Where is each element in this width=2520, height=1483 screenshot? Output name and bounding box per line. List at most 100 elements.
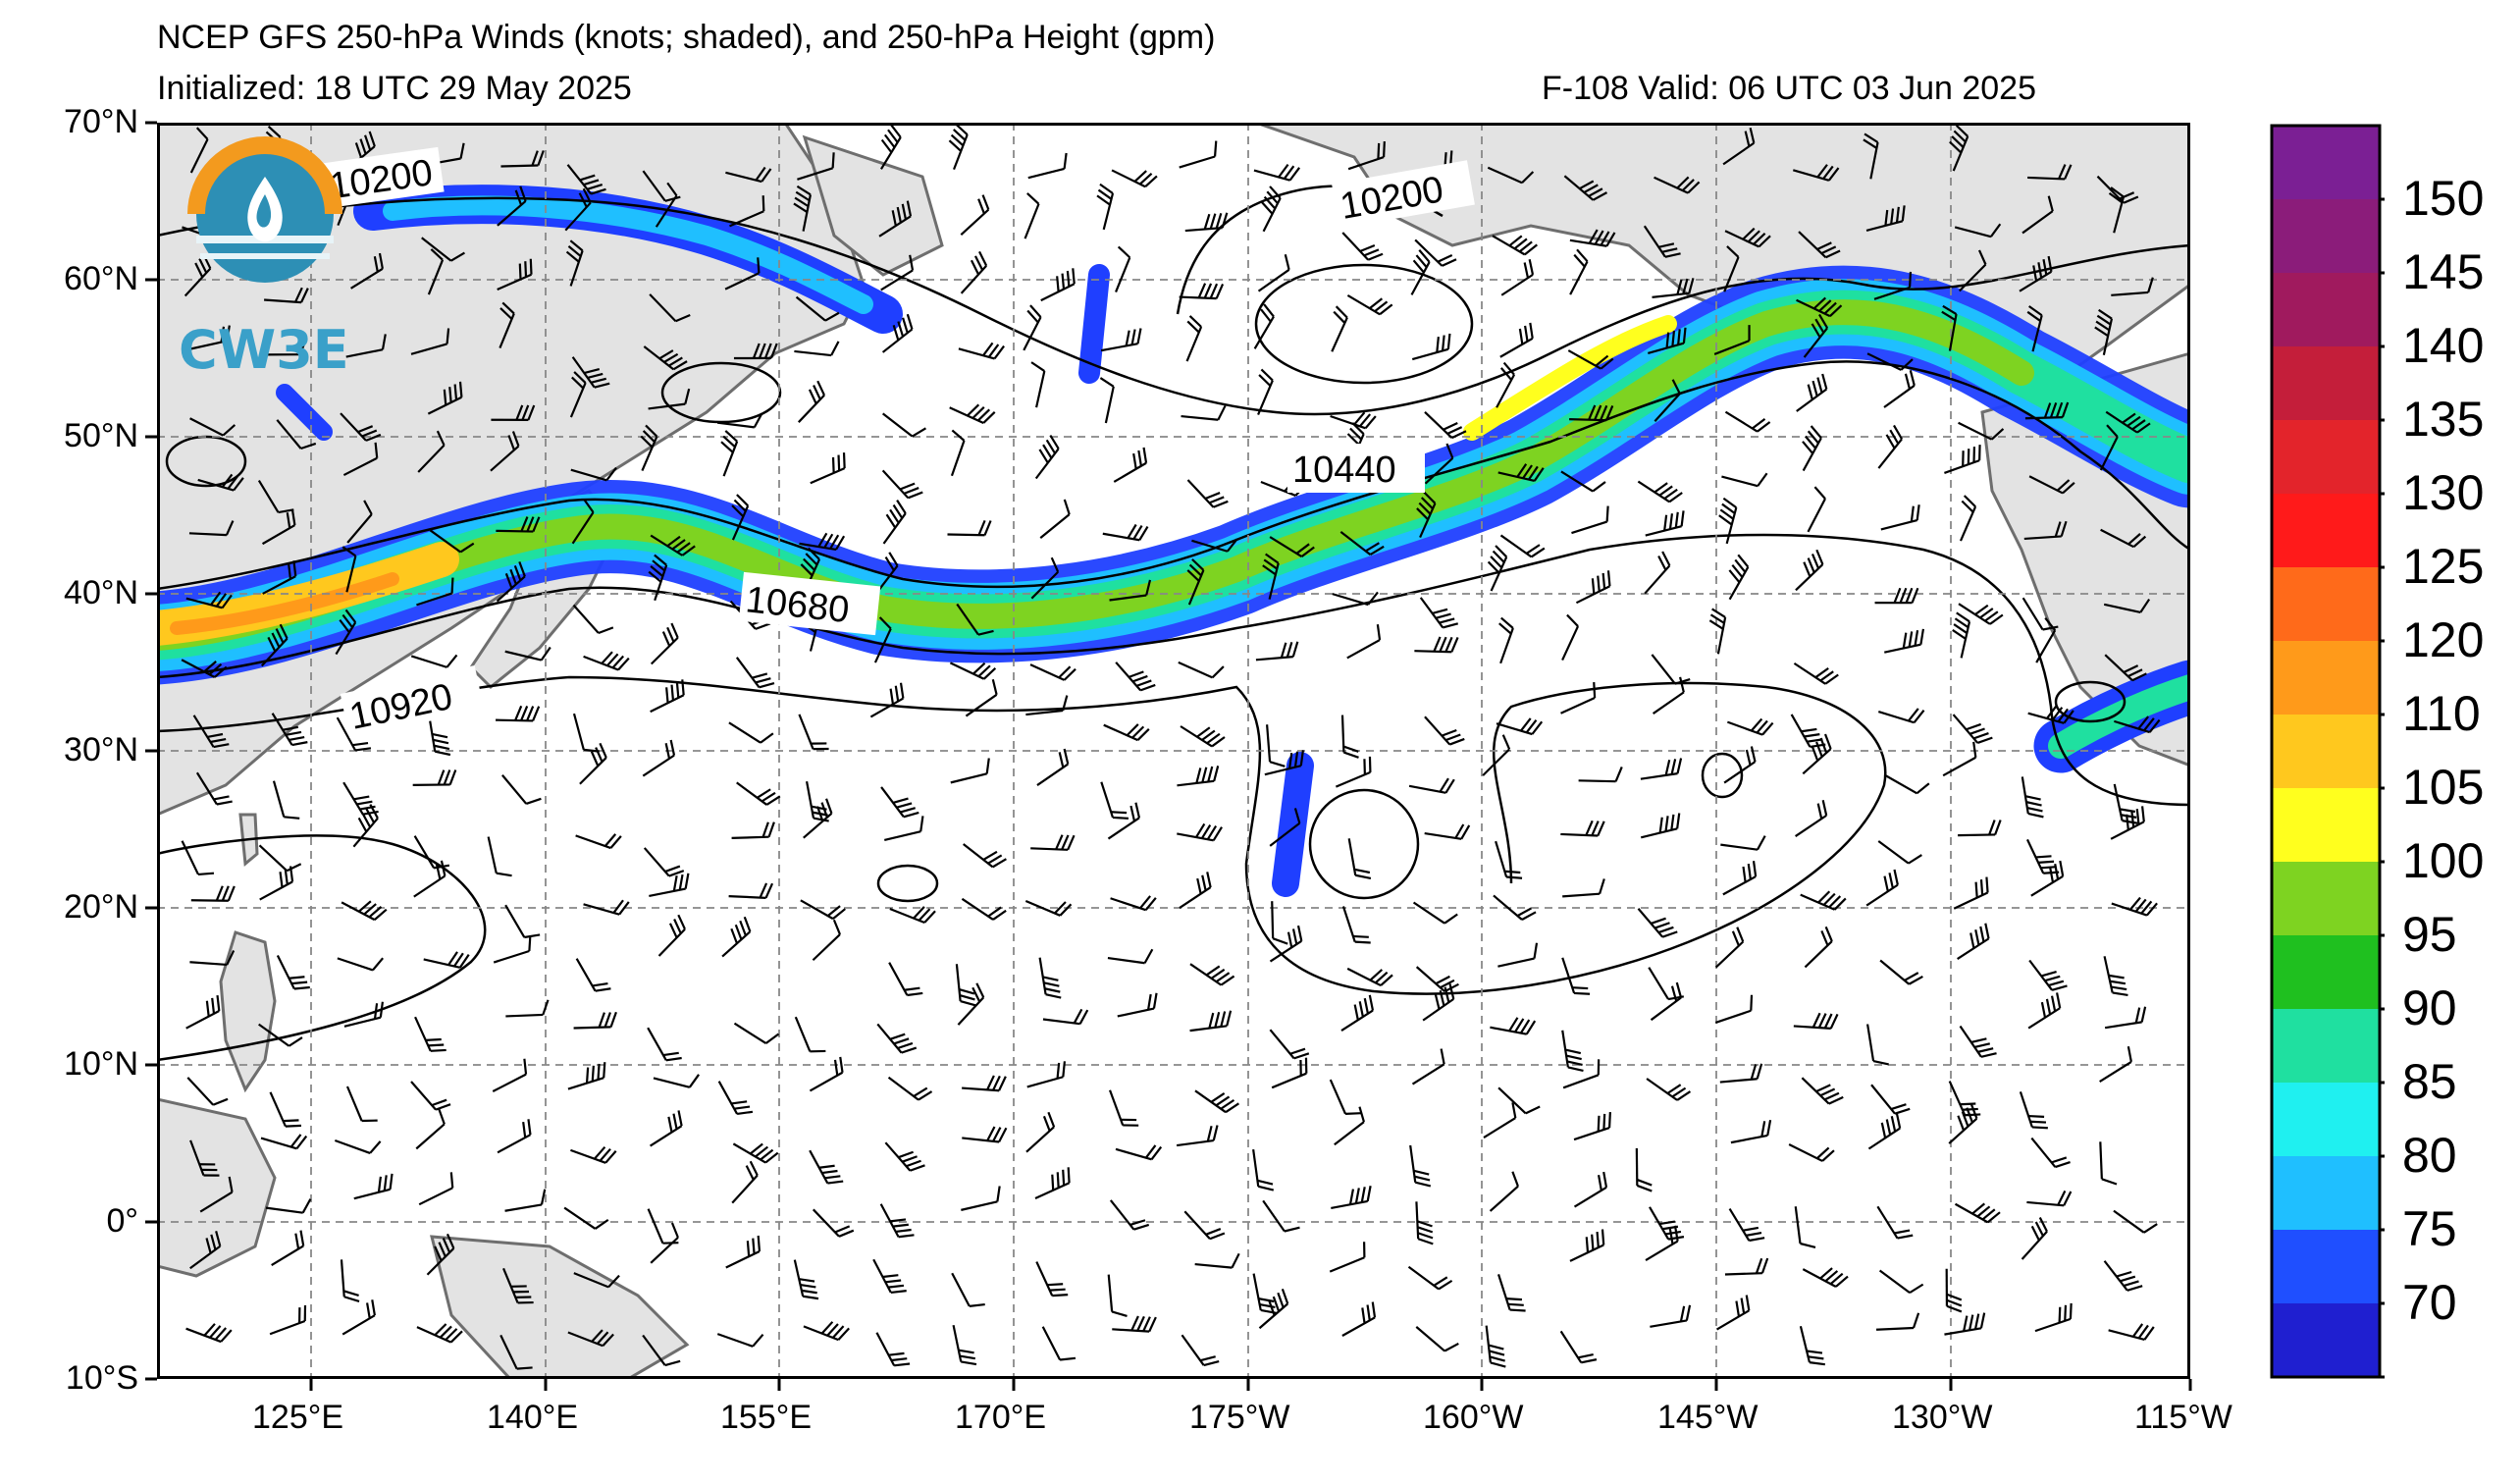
wind-barb <box>1103 723 1150 742</box>
wind-barb <box>2027 992 2062 1030</box>
wind-barb <box>793 185 813 232</box>
wind-barb <box>1261 185 1282 233</box>
wind-barb <box>887 1076 933 1101</box>
wind-barb <box>1637 908 1678 938</box>
wind-barb <box>794 341 840 357</box>
wind-barb <box>1178 661 1225 679</box>
wind-barb <box>345 1086 378 1123</box>
wind-barb <box>728 882 774 899</box>
wind-barb <box>880 786 919 819</box>
wind-barb <box>1561 613 1580 662</box>
wind-barb <box>955 964 976 1007</box>
wind-barb <box>1034 1167 1071 1200</box>
wind-barb <box>260 623 289 667</box>
wind-barb <box>1257 254 1290 292</box>
wind-barb <box>1179 140 1218 169</box>
wind-barb <box>1801 1077 1844 1105</box>
wind-barb <box>1730 1119 1772 1144</box>
lat-label: 10°S <box>65 1359 138 1397</box>
wind-barb <box>733 343 778 360</box>
colorbar-label: 100 <box>2402 833 2485 888</box>
wind-barb <box>340 412 382 442</box>
wind-barb <box>1495 840 1523 879</box>
wind-barb <box>1952 714 1993 744</box>
wind-barb <box>881 313 914 353</box>
wind-barb <box>1722 861 1758 896</box>
wind-barb <box>185 591 233 609</box>
wind-barb <box>950 429 966 477</box>
wind-barb <box>1942 741 1977 777</box>
wind-barb <box>1269 1029 1310 1060</box>
lat-label: 50°N <box>64 417 138 454</box>
lat-label: 0° <box>106 1202 138 1240</box>
wind-barb <box>720 430 739 477</box>
wind-barb <box>1645 510 1685 537</box>
wind-barb <box>1025 1111 1056 1153</box>
wind-barb <box>794 1016 826 1053</box>
colorbar-label: 80 <box>2402 1128 2457 1183</box>
wind-barb <box>735 657 775 689</box>
colorbar-segment <box>2272 1303 2380 1378</box>
wind-barb <box>1569 404 1614 422</box>
wind-barb <box>650 534 696 556</box>
wind-barb <box>1496 361 1516 408</box>
wind-barb <box>1645 1225 1679 1261</box>
wind-barb <box>873 616 892 663</box>
wind-barb <box>1635 1147 1653 1192</box>
cw3e-logo: CW3E <box>179 136 349 381</box>
lon-label: 155°E <box>720 1399 813 1436</box>
colorbar-segment <box>2272 420 2380 495</box>
wind-barb <box>1181 1334 1220 1367</box>
wind-barb <box>1884 628 1925 654</box>
wind-barb <box>190 885 236 902</box>
wind-barb <box>428 714 451 757</box>
wind-barb <box>1728 1207 1765 1243</box>
wind-barb <box>1714 927 1745 969</box>
wind-barb <box>800 899 846 921</box>
wind-barb <box>579 742 607 785</box>
wind-barb <box>2111 277 2154 296</box>
wind-barb <box>2035 616 2057 663</box>
colorbar-segment <box>2272 567 2380 642</box>
colorbar-label: 70 <box>2402 1275 2457 1330</box>
wind-barb <box>1331 1186 1372 1210</box>
wind-barb <box>189 417 236 437</box>
colorbar-label: 105 <box>2402 760 2485 815</box>
wind-barb <box>2024 401 2070 420</box>
contour-label: 10440 <box>1292 450 1396 491</box>
wind-barb <box>1800 890 1847 911</box>
wind-barb <box>1271 901 1288 945</box>
colorbar-segment <box>2272 1083 2380 1157</box>
wind-barb <box>1561 1030 1584 1072</box>
wind-barb <box>1944 1312 1986 1336</box>
wind-barb <box>1708 608 1727 655</box>
wind-barb <box>1412 901 1458 925</box>
wind-barb <box>1948 1081 1981 1117</box>
wind-barb <box>1424 715 1465 746</box>
wind-barb <box>271 1230 305 1266</box>
colorbar-segment <box>2272 788 2380 863</box>
wind-barb <box>1252 1148 1275 1192</box>
wind-barb <box>1948 1103 1978 1144</box>
wind-barb <box>733 1022 780 1044</box>
wind-barb <box>1807 486 1826 533</box>
wind-barb <box>1334 1106 1365 1146</box>
wind-barb <box>1408 777 1455 794</box>
wind-barb <box>1876 1205 1914 1240</box>
colorbar-segment <box>2272 935 2380 1010</box>
wind-barb <box>189 127 209 174</box>
wind-barb <box>1795 800 1828 837</box>
lat-label: 70°N <box>64 103 138 140</box>
colorbar-segment <box>2272 862 2380 936</box>
wind-barb <box>276 954 310 990</box>
wind-barb <box>717 1081 754 1116</box>
wind-barb <box>1030 556 1060 600</box>
lon-label: 130°W <box>1892 1399 1993 1436</box>
wind-barb <box>1648 327 1687 354</box>
wind-barb <box>261 509 296 546</box>
wind-barb <box>812 919 841 962</box>
wind-barb <box>1560 682 1597 715</box>
wind-barb <box>736 781 781 806</box>
wind-barb <box>1500 259 1535 296</box>
